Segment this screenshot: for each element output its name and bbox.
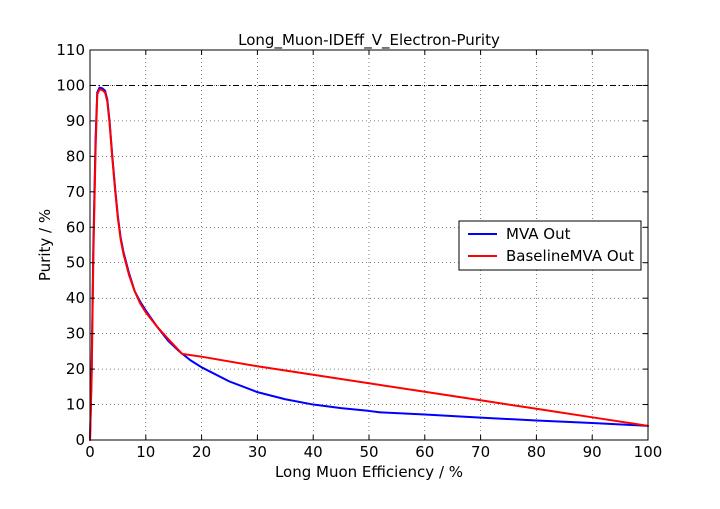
y-tick-label: 80 [66,147,85,165]
x-tick-label: 60 [415,443,434,461]
x-tick-label: 100 [634,443,663,461]
legend: MVA Out BaselineMVA Out [458,220,642,271]
x-tick-label: 40 [304,443,323,461]
y-tick-label: 30 [66,325,85,343]
legend-label-2: BaselineMVA Out [506,247,634,265]
legend-box [458,220,642,271]
y-tick-label: 100 [56,76,85,94]
series-layer [89,86,649,441]
x-tick-label: 50 [359,443,378,461]
legend-label-1: MVA Out [506,225,571,243]
x-tick-label: 30 [248,443,267,461]
y-tick-label: 0 [75,431,85,449]
x-axis-label: Long Muon Efficiency / % [275,463,463,481]
series-line-2 [89,88,649,441]
y-tick-label: 50 [66,254,85,272]
y-tick-label: 20 [66,360,85,378]
x-tick-label: 20 [192,443,211,461]
x-tick-label: 80 [527,443,546,461]
y-tick-label: 70 [66,183,85,201]
y-tick-label: 90 [66,112,85,130]
y-tick-label: 10 [66,396,85,414]
y-tick-label: 110 [56,41,85,59]
x-tick-label: 90 [583,443,602,461]
y-tick-label: 60 [66,218,85,236]
x-tick-label: 70 [471,443,490,461]
x-tick-label: 0 [85,443,95,461]
y-tick-label: 40 [66,289,85,307]
chart-title: Long_Muon-IDEff_V_Electron-Purity [238,31,500,50]
y-axis-label: Purity / % [36,209,54,281]
ticks: 0 10 20 30 40 50 60 70 80 90 100 0 10 20 30 40 50 60 70 80 9… [56,41,662,461]
x-tick-label: 10 [136,443,155,461]
